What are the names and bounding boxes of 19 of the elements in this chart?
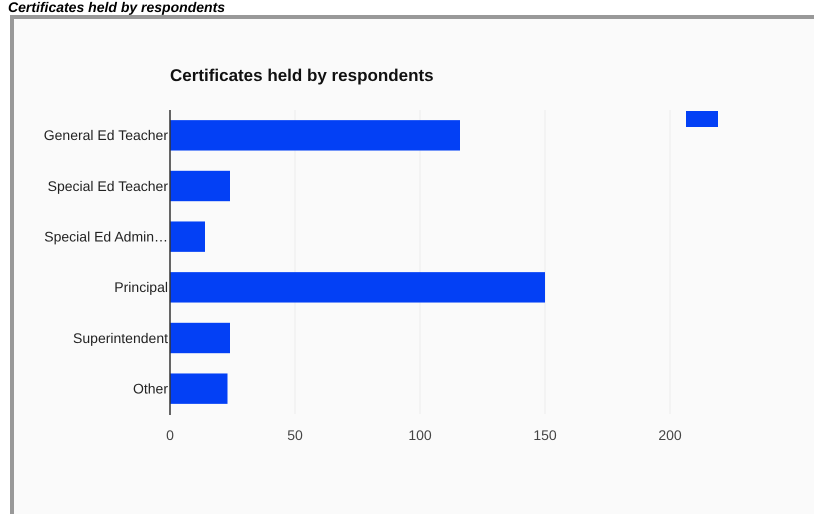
x-tick-label: 0 bbox=[166, 427, 174, 443]
text: Certificates held by respondents bbox=[8, 0, 226, 15]
x-tick-label: 100 bbox=[408, 427, 432, 443]
bar bbox=[170, 272, 545, 303]
y-tick-label: General Ed Teacher bbox=[44, 127, 168, 144]
bar bbox=[170, 170, 230, 202]
bar bbox=[170, 120, 460, 151]
y-tick-label: Principal bbox=[114, 279, 168, 296]
y-tick-label: Other bbox=[132, 380, 168, 397]
y-tick-label: Special Ed Teacher bbox=[48, 178, 168, 194]
x-tick-label: 150 bbox=[533, 427, 557, 443]
x-tick-label: 50 bbox=[287, 427, 303, 443]
y-tick-label: Superintendent bbox=[73, 330, 168, 346]
y-tick-label: Special Ed Admin… bbox=[44, 228, 168, 245]
chart-title: Certificates held by respondents bbox=[170, 66, 434, 85]
bar bbox=[170, 322, 230, 354]
bar bbox=[170, 221, 205, 252]
bar bbox=[170, 373, 228, 404]
x-tick-label: 200 bbox=[658, 427, 682, 443]
